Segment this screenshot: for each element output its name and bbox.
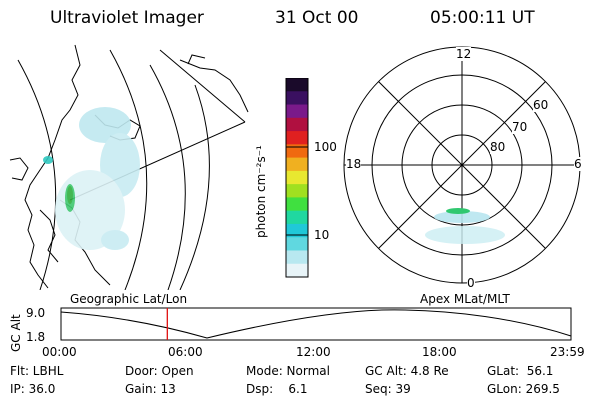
date-label: 31 Oct 00 bbox=[275, 8, 359, 28]
info-gc-alt: GC Alt: 4.8 Re bbox=[365, 364, 449, 378]
colorbar-cell bbox=[286, 210, 308, 225]
colorbar-cell bbox=[286, 117, 308, 132]
colorbar-cell bbox=[286, 104, 308, 119]
map-line-2 bbox=[159, 49, 246, 123]
polar-label-18: 18 bbox=[346, 157, 362, 171]
map-arc-4 bbox=[179, 84, 210, 290]
map-arc-3 bbox=[149, 64, 186, 290]
info-gain: Gain: 13 bbox=[125, 382, 176, 396]
timeline-ymax: 9.0 bbox=[26, 306, 46, 320]
map-arc-1 bbox=[17, 59, 57, 290]
colorbar-cell bbox=[286, 250, 308, 265]
altitude-timeline bbox=[60, 307, 572, 341]
info-ip: IP: 36.0 bbox=[10, 382, 56, 396]
timeline-right-label: Apex MLat/MLT bbox=[420, 292, 510, 306]
polar-plot bbox=[343, 46, 581, 284]
colorbar-cell bbox=[286, 263, 308, 278]
info-glon: GLon: 269.5 bbox=[487, 382, 560, 396]
colorbar-cell bbox=[286, 157, 308, 172]
timeline-ymin: 1.8 bbox=[26, 330, 46, 344]
colorbar-cell bbox=[286, 223, 308, 238]
xtick-0000: 00:00 bbox=[42, 345, 77, 359]
colorbar-unit-label: photon cm⁻²s⁻¹ bbox=[254, 145, 268, 238]
altitude-curve bbox=[60, 309, 572, 339]
info-seq: Seq: 39 bbox=[365, 382, 411, 396]
timeline-frame bbox=[60, 307, 572, 341]
polar-diagonal-2 bbox=[378, 81, 546, 249]
colorbar-cell bbox=[286, 237, 308, 252]
info-dsp: Dsp: 6.1 bbox=[246, 382, 308, 396]
timeline-yaxis-title: GC Alt bbox=[9, 314, 23, 352]
map-arc-2 bbox=[109, 49, 148, 290]
colorbar bbox=[285, 78, 309, 278]
info-door: Door: Open bbox=[125, 364, 194, 378]
aurora-emission-map bbox=[43, 107, 140, 250]
app-title: Ultraviolet Imager bbox=[50, 8, 204, 28]
colorbar-cell bbox=[286, 170, 308, 185]
colorbar-cell bbox=[286, 144, 308, 159]
geographic-map bbox=[9, 44, 249, 290]
polar-label-12: 12 bbox=[456, 47, 472, 61]
colorbar-tick-label-10: 10 bbox=[314, 228, 330, 242]
polar-lat-80: 80 bbox=[490, 140, 506, 154]
polar-label-0: 0 bbox=[467, 276, 475, 290]
xtick-2359: 23:59 bbox=[550, 345, 585, 359]
xtick-0600: 06:00 bbox=[168, 345, 203, 359]
colorbar-tick-label-100: 100 bbox=[314, 140, 337, 154]
polar-lat-60: 60 bbox=[533, 98, 549, 112]
polar-lat-70: 70 bbox=[512, 120, 528, 134]
colorbar-cell bbox=[286, 78, 308, 92]
time-label: 05:00:11 UT bbox=[430, 8, 535, 28]
colorbar-cell bbox=[286, 197, 308, 212]
colorbar-cell bbox=[286, 91, 308, 106]
xtick-1800: 18:00 bbox=[422, 345, 457, 359]
aurora-emission-polar bbox=[425, 208, 505, 244]
colorbar-cell bbox=[286, 184, 308, 198]
info-filter: Flt: LBHL bbox=[10, 364, 64, 378]
timeline-left-label: Geographic Lat/Lon bbox=[70, 292, 188, 306]
info-glat: GLat: 56.1 bbox=[487, 364, 554, 378]
xtick-1200: 12:00 bbox=[296, 345, 331, 359]
polar-label-6: 6 bbox=[574, 157, 582, 171]
colorbar-cell bbox=[286, 131, 308, 145]
info-mode: Mode: Normal bbox=[246, 364, 330, 378]
